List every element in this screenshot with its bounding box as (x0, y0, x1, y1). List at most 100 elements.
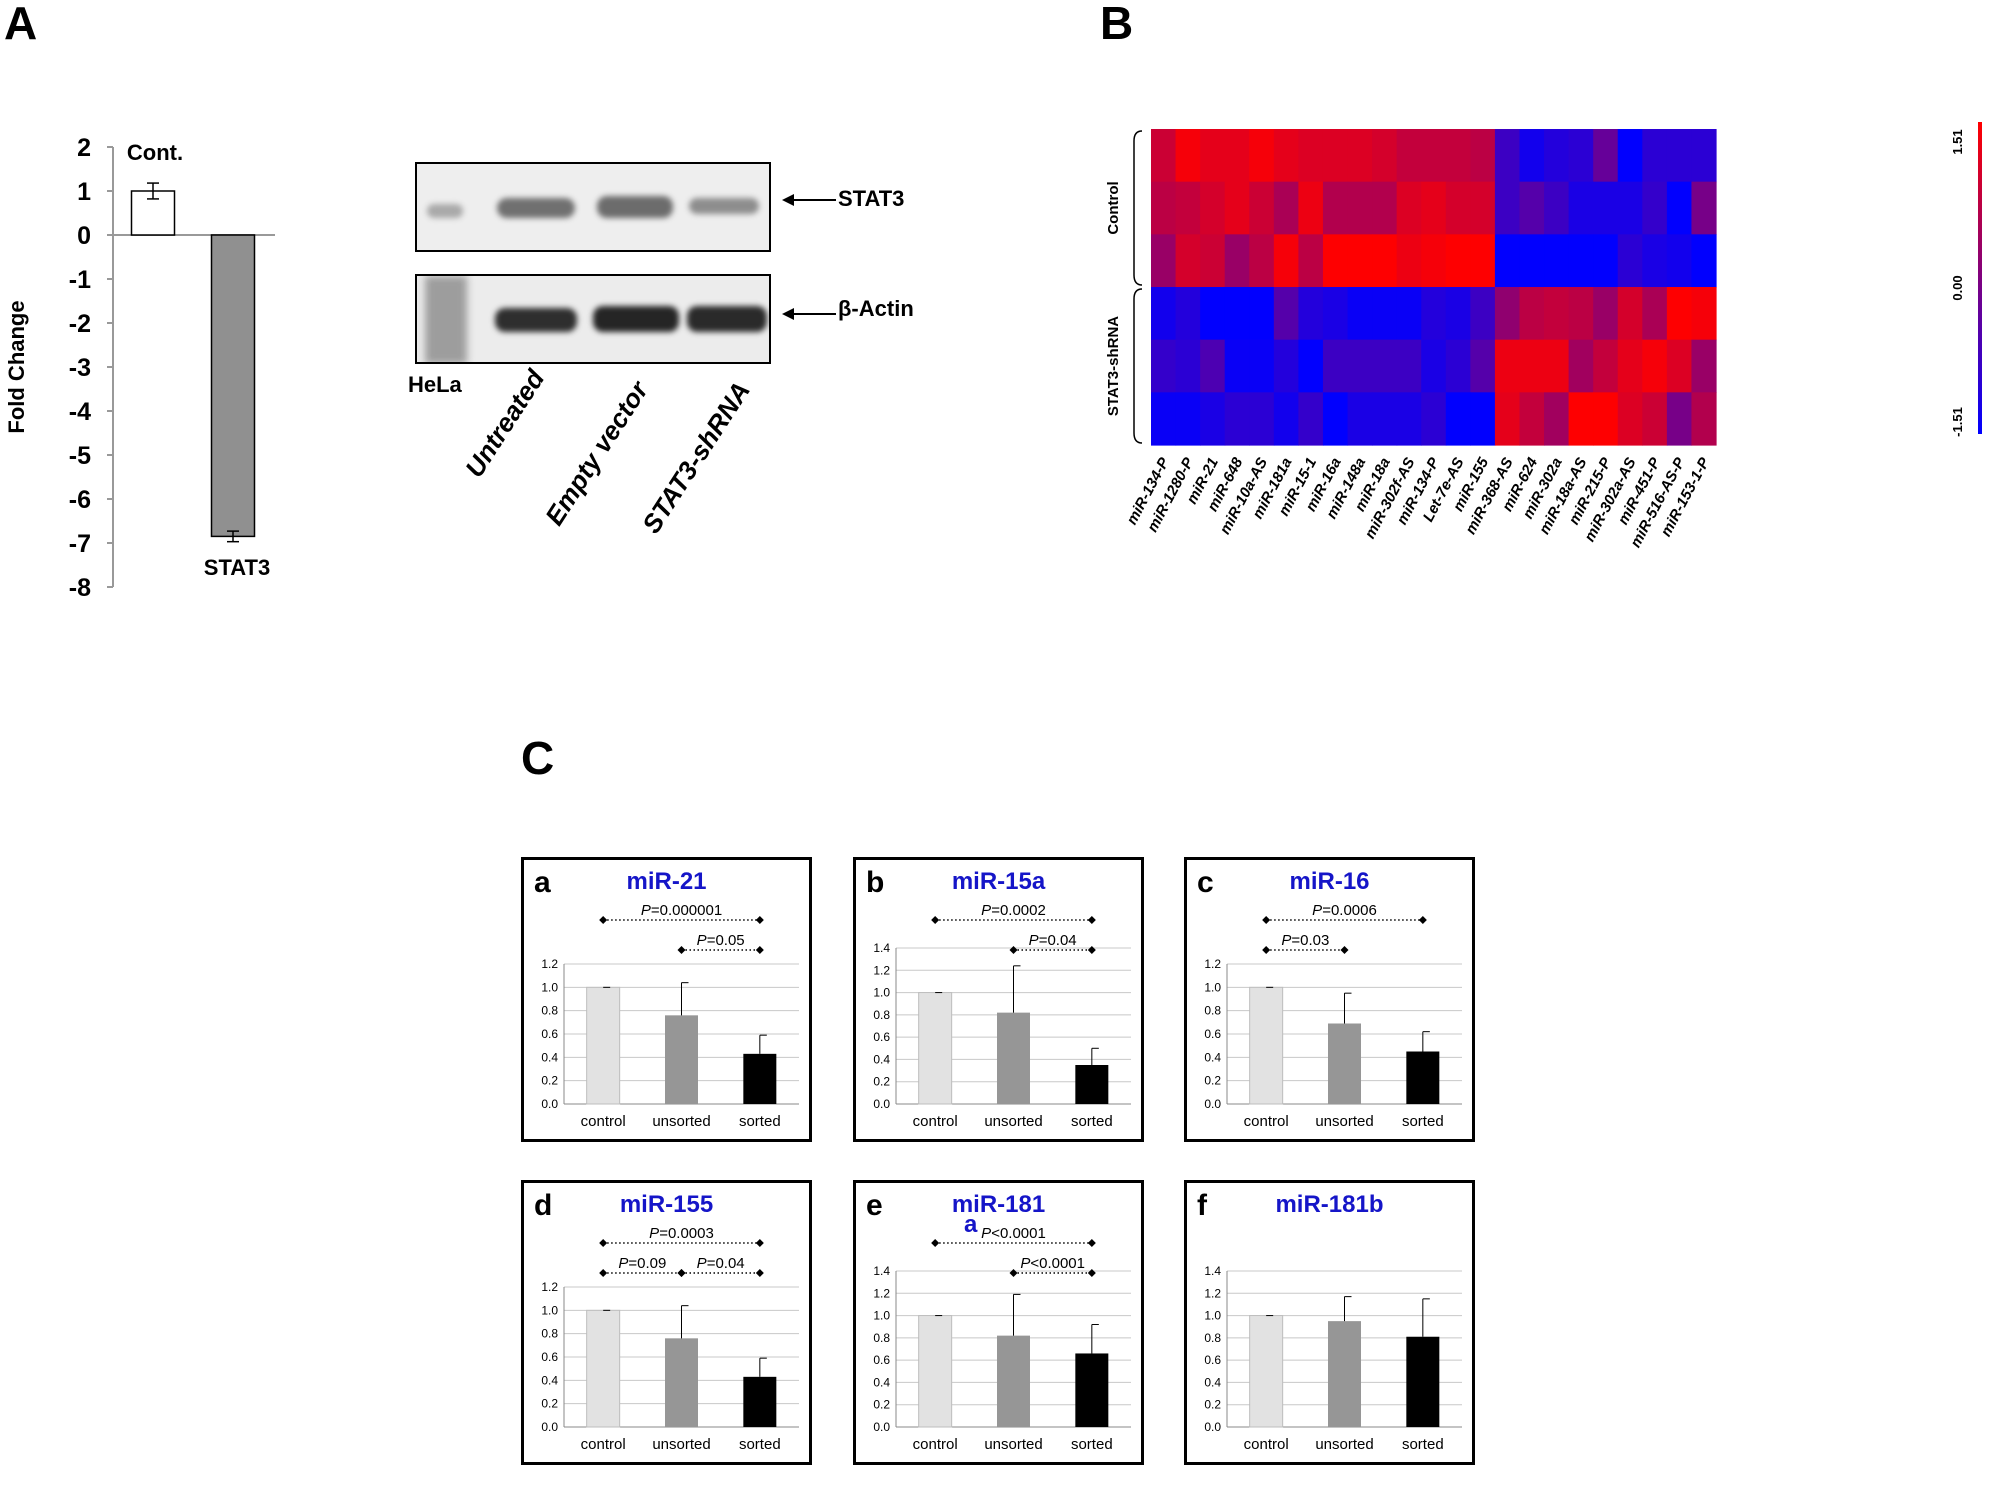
subplot-title: miR-15a (951, 868, 1046, 895)
heatmap-cell (1298, 392, 1324, 446)
color-scale-label: -1.51 (1950, 407, 1965, 437)
subplot-title: miR-16 (1289, 868, 1370, 895)
heatmap-cell (1396, 392, 1422, 446)
heatmap-cell (1175, 129, 1201, 183)
heatmap-cell (1544, 339, 1570, 393)
heatmap-cell (1691, 392, 1717, 446)
heatmap-cell (1593, 181, 1619, 235)
significance-marker (755, 946, 764, 954)
heatmap-cell (1372, 129, 1398, 183)
x-tick-label: unsorted (652, 1113, 710, 1130)
heatmap-cell (1494, 287, 1521, 341)
heatmap-cell (1322, 287, 1349, 341)
y-tick-label: 0.6 (541, 1350, 558, 1364)
bar-sorted (743, 1376, 777, 1427)
heatmap-cell (1470, 181, 1496, 235)
y-tick-label: 0.2 (1204, 1074, 1221, 1088)
heatmap-cell (1273, 392, 1299, 446)
significance-marker (599, 1269, 608, 1277)
heatmap-cell (1200, 392, 1226, 446)
heatmap-cell (1544, 181, 1570, 235)
significance-label: P=0.03 (1281, 932, 1329, 949)
significance-marker (755, 1269, 764, 1277)
heatmap-cell (1224, 287, 1250, 341)
heatmap-cell (1568, 287, 1594, 341)
heatmap-cell (1249, 392, 1275, 446)
heatmap-cell (1691, 339, 1717, 393)
heatmap-cell (1322, 339, 1349, 393)
heatmap-cell (1347, 181, 1373, 235)
heatmap-cell (1151, 129, 1177, 183)
heatmap-cell (1175, 392, 1201, 446)
panel-c-letter: C (521, 732, 555, 784)
bar-control (918, 992, 953, 1105)
y-tick-label: 0.6 (873, 1353, 890, 1367)
significance-marker (1262, 916, 1271, 924)
heatmap-cell (1494, 129, 1521, 183)
heatmap-cell (1519, 234, 1545, 288)
heatmap-cell (1396, 287, 1422, 341)
y-tick-label: 1.2 (873, 963, 890, 977)
heatmap-cell (1273, 181, 1299, 235)
heatmap-cell (1666, 392, 1693, 446)
x-tick-label: sorted (1402, 1113, 1444, 1130)
heatmap-cell (1666, 181, 1693, 235)
heatmap-cell (1347, 287, 1373, 341)
y-tick-label: 0.0 (873, 1420, 890, 1434)
subplot-letter: e (866, 1189, 883, 1222)
heatmap-cell (1298, 234, 1324, 288)
x-tick-label: sorted (1071, 1436, 1113, 1453)
blot-stat3-band (415, 162, 771, 252)
y-tick-label: 0.8 (541, 1327, 558, 1341)
y-tick-label: 0.8 (1204, 1331, 1221, 1345)
bar-unsorted (665, 1015, 698, 1104)
significance-marker (931, 916, 940, 924)
y-tick-label: -3 (69, 354, 91, 382)
panel-b-heatmap: ControlSTAT3-shRNAmiR-134-PmiR-1280-PmiR… (1105, 122, 1982, 550)
brace-stat3-shrna (1133, 288, 1143, 444)
x-tick-label: control (581, 1436, 626, 1453)
heatmap-cell (1200, 129, 1226, 183)
heatmap-cell (1298, 287, 1324, 341)
heatmap-cell (1494, 339, 1521, 393)
heatmap-cell (1396, 181, 1422, 235)
heatmap-cell (1396, 234, 1422, 288)
y-tick-label: 0.4 (541, 1050, 558, 1064)
brace-control (1133, 130, 1143, 286)
bar-unsorted (1328, 1321, 1361, 1427)
y-tick-label: 0 (77, 222, 91, 250)
heatmap-cell (1249, 129, 1275, 183)
heatmap-cell (1666, 234, 1693, 288)
heatmap-cell (1372, 234, 1398, 288)
subplot-chart: 1.4 1.2 1.0 0.8 0.6 0.4 0.2 0.0 control unsorted s… (873, 902, 1131, 1130)
subplot-chart: 1.2 1.0 0.8 0.6 0.4 0.2 0.0 control unsorted sort… (541, 902, 799, 1130)
subplot-d: d miR-155 1.2 1.0 0.8 0.6 0.4 0.2 0.0 control unso… (521, 1180, 812, 1465)
y-tick-label: 0.6 (1204, 1353, 1221, 1367)
panel-b-letter: B (1100, 0, 1134, 49)
y-tick-label: 0.2 (873, 1398, 890, 1412)
y-tick-label: 2 (77, 134, 91, 162)
heatmap-cell (1322, 181, 1349, 235)
x-tick-label: unsorted (1315, 1113, 1373, 1130)
y-tick-label: 1.4 (873, 941, 890, 955)
heatmap-cell (1617, 287, 1643, 341)
y-tick-label: 1.0 (873, 986, 890, 1000)
heatmap-cell (1568, 234, 1594, 288)
lane-label-empty-vector: Empty vector (539, 375, 654, 531)
heatmap-cell (1151, 234, 1177, 288)
heatmap-cell (1322, 392, 1349, 446)
significance-marker (599, 916, 608, 924)
subplot-a: a miR-21 1.2 1.0 0.8 0.6 0.4 0.2 0.0 control unsor… (521, 857, 812, 1142)
significance-label: P=0.05 (697, 932, 745, 949)
lane-label-hela: HeLa (408, 372, 462, 397)
y-tick-label: 0.2 (541, 1397, 558, 1411)
heatmap-cell (1544, 287, 1570, 341)
heatmap-cell (1445, 287, 1471, 341)
bar-sorted (1075, 1065, 1109, 1104)
heatmap-cell (1470, 287, 1496, 341)
significance-marker (1087, 916, 1096, 924)
color-scale-bar (1978, 122, 1982, 434)
bar-label-stat3: STAT3 (204, 555, 270, 580)
bar-control (586, 1309, 621, 1428)
heatmap-cell (1421, 234, 1447, 288)
